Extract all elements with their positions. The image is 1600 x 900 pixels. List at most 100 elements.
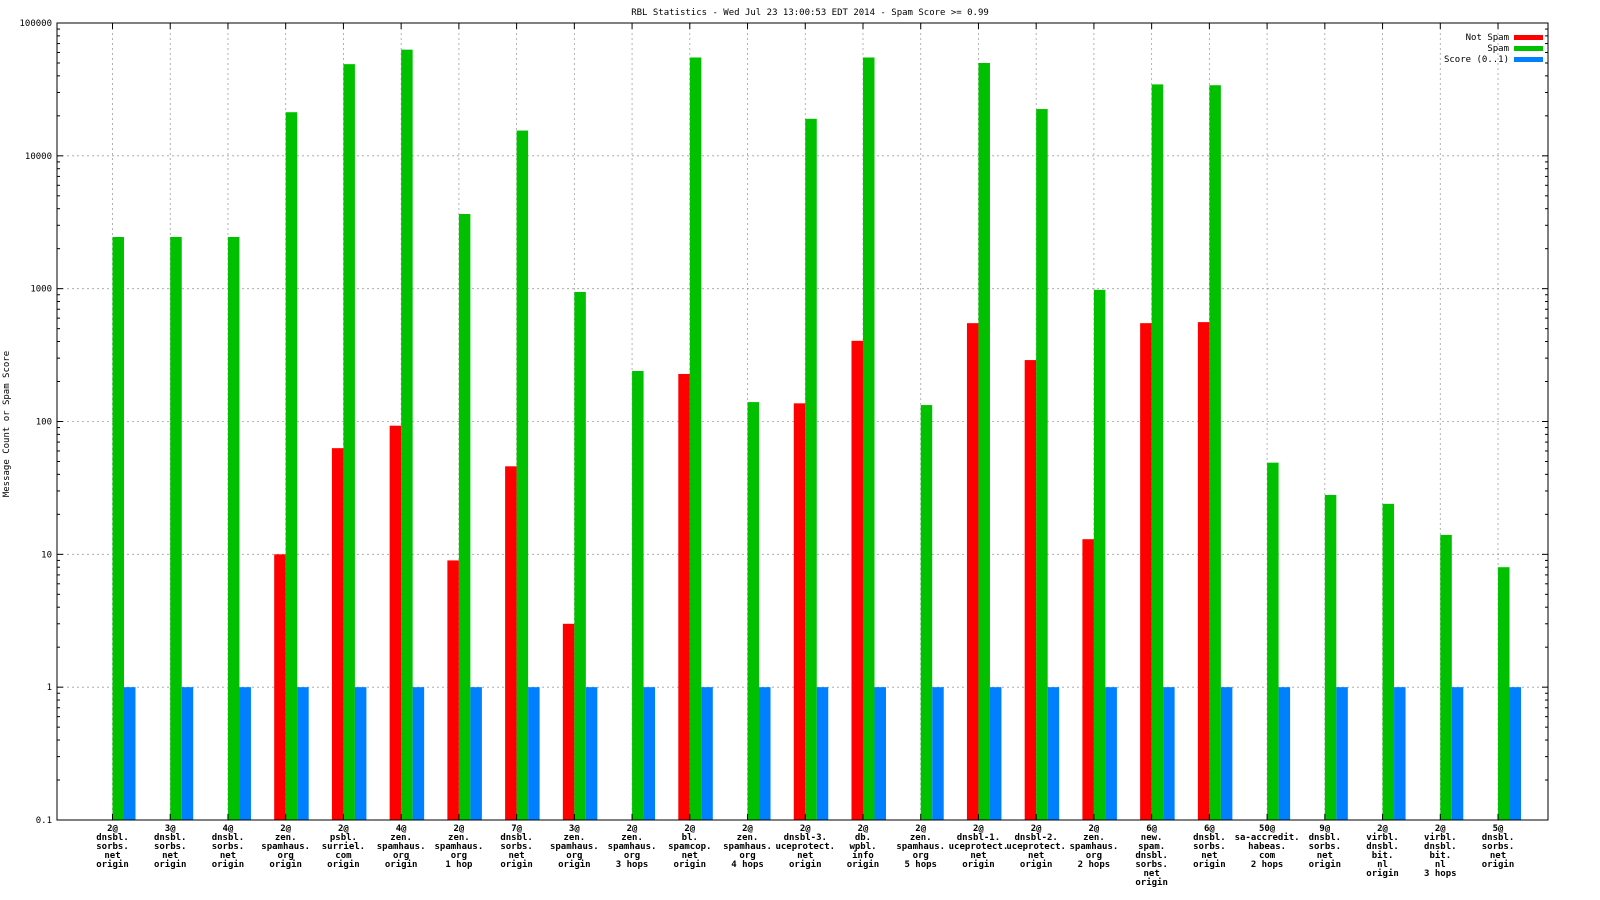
x-tick-label: dnsbl. xyxy=(1135,851,1168,861)
x-tick-label: dnsbl. xyxy=(1309,833,1342,843)
x-tick-label: sorbs. xyxy=(1482,842,1515,852)
bar-spam xyxy=(170,236,182,821)
bar-score-0-1 xyxy=(1394,687,1406,820)
x-tick-label: dnsbl. xyxy=(1424,842,1457,852)
x-tick-label: new. xyxy=(1141,833,1163,843)
x-tick-label: zen. xyxy=(910,833,932,843)
x-tick-label: dnsbl-2. xyxy=(1015,833,1058,843)
x-axis: 2@dnsbl.sorbs.netorigin3@dnsbl.sorbs.net… xyxy=(96,23,1514,888)
bar-spam xyxy=(1151,84,1164,821)
x-tick-label: 5 hops xyxy=(904,860,937,870)
x-tick-label: origin xyxy=(269,859,302,870)
x-tick-label: 2@ xyxy=(107,824,118,834)
bar-spam xyxy=(1382,503,1395,820)
x-tick-label: origin xyxy=(1366,868,1399,879)
x-tick-label: origin xyxy=(1020,859,1053,870)
x-tick-label: zen. xyxy=(737,833,759,843)
bar-score-0-1 xyxy=(1336,687,1348,820)
x-tick-label: bit. xyxy=(1429,850,1451,861)
x-tick-label: virbl. xyxy=(1424,832,1457,843)
bar-spam xyxy=(112,236,124,821)
x-tick-label: origin xyxy=(962,859,995,870)
x-tick-label: nl xyxy=(1377,860,1388,870)
bar-score-0-1 xyxy=(759,687,771,820)
x-tick-label: 9@ xyxy=(1319,824,1330,834)
x-tick-label: origin xyxy=(1135,877,1168,888)
x-tick-label: 6@ xyxy=(1204,824,1215,834)
x-tick-label: 2 hops xyxy=(1078,860,1111,870)
x-tick-label: origin xyxy=(674,859,707,870)
y-tick-label: 100 xyxy=(36,418,52,428)
x-tick-label: net xyxy=(104,851,120,861)
bar-spam xyxy=(1093,289,1106,820)
bar-spam xyxy=(805,118,817,821)
bar-spam xyxy=(1498,567,1510,820)
x-tick-label: dnsbl. xyxy=(96,833,129,843)
x-tick-label: dnsbl. xyxy=(1193,833,1226,843)
bar-score-0-1 xyxy=(181,687,194,820)
bar-score-0-1 xyxy=(585,687,598,820)
bar-score-0-1 xyxy=(643,687,656,820)
x-tick-label: net xyxy=(1028,851,1044,861)
legend-swatch xyxy=(1514,35,1543,40)
bar-score-0-1 xyxy=(1105,687,1117,820)
legend-label: Score (0..1) xyxy=(1444,55,1509,65)
x-tick-label: nl xyxy=(1435,860,1446,870)
x-tick-label: sorbs. xyxy=(1135,860,1168,870)
x-tick-label: dnsbl. xyxy=(212,833,245,843)
bar-not-spam xyxy=(1197,322,1210,820)
bar-spam xyxy=(285,112,298,821)
x-tick-label: 2@ xyxy=(973,824,984,834)
bar-spam xyxy=(401,49,413,821)
x-tick-label: 7@ xyxy=(511,824,522,834)
x-tick-label: bl. xyxy=(682,833,698,843)
bar-score-0-1 xyxy=(1220,687,1233,820)
x-tick-label: org xyxy=(278,851,294,861)
bar-score-0-1 xyxy=(1278,687,1291,820)
x-tick-label: 2@ xyxy=(858,824,869,834)
bar-score-0-1 xyxy=(816,687,829,820)
x-tick-label: spamhaus. xyxy=(896,842,945,852)
x-tick-label: 1 hop xyxy=(445,860,473,870)
x-tick-label: origin xyxy=(847,859,880,870)
bar-spam xyxy=(862,57,875,821)
x-tick-label: 5@ xyxy=(1493,824,1504,834)
x-tick-label: 3 hops xyxy=(1424,869,1457,879)
chart-title: RBL Statistics - Wed Jul 23 13:00:53 EDT… xyxy=(631,8,989,18)
x-tick-label: 2@ xyxy=(453,824,464,834)
bar-spam xyxy=(227,236,240,821)
x-tick-label: dnsbl-1. xyxy=(957,833,1000,843)
bar-not-spam xyxy=(851,340,863,820)
x-tick-label: uceprotect. xyxy=(1006,842,1066,852)
x-tick-label: org xyxy=(1086,851,1102,861)
y-axis-label: Message Count or Spam Score xyxy=(2,351,12,497)
x-tick-label: spamhaus. xyxy=(377,842,426,852)
x-tick-label: dnsbl-3. xyxy=(784,833,827,843)
x-tick-label: habeas. xyxy=(1248,842,1286,852)
y-tick-label: 1 xyxy=(47,683,52,693)
y-tick-label: 10000 xyxy=(25,152,52,162)
x-tick-label: origin xyxy=(789,859,822,870)
bar-score-0-1 xyxy=(124,687,136,820)
bar-spam xyxy=(1440,534,1452,820)
x-tick-label: sorbs. xyxy=(212,842,245,852)
x-tick-label: wpbl. xyxy=(849,842,876,852)
bar-score-0-1 xyxy=(528,687,540,820)
x-tick-label: 4@ xyxy=(396,824,407,834)
bar-not-spam xyxy=(562,623,575,820)
x-tick-label: 50@ xyxy=(1259,824,1276,834)
bar-score-0-1 xyxy=(1047,687,1060,820)
bar-spam xyxy=(747,402,760,820)
x-tick-label: uceprotect. xyxy=(775,842,835,852)
x-tick-label: 3@ xyxy=(165,824,176,834)
bar-score-0-1 xyxy=(701,687,713,820)
x-tick-label: zen. xyxy=(390,833,412,843)
x-tick-label: sorbs. xyxy=(96,842,129,852)
legend-label: Not Spam xyxy=(1466,33,1509,43)
x-tick-label: sa-accredit. xyxy=(1235,832,1300,843)
bar-spam xyxy=(516,130,529,821)
x-tick-label: 2@ xyxy=(742,824,753,834)
x-tick-label: net xyxy=(1490,851,1506,861)
x-tick-label: sorbs. xyxy=(500,842,533,852)
